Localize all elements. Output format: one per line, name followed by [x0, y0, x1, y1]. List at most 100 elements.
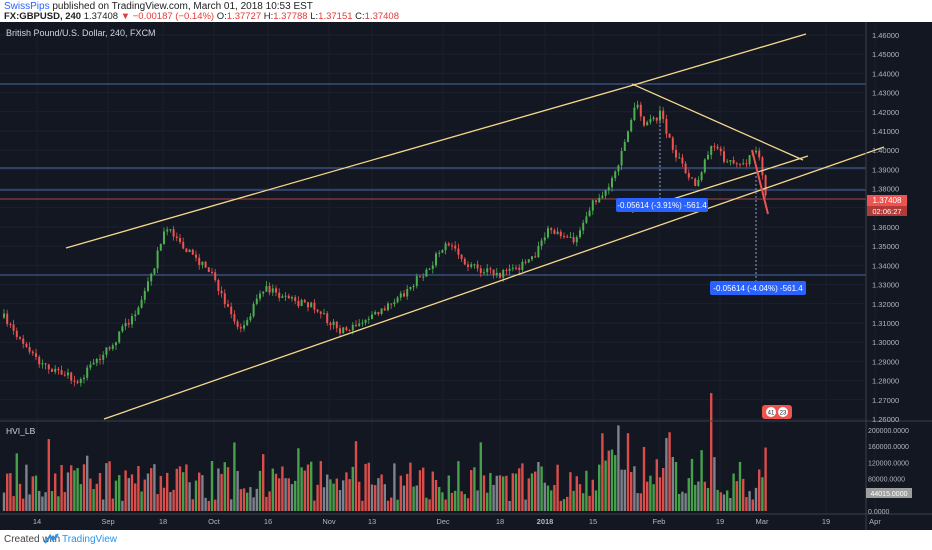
- volume-bar: [230, 499, 233, 511]
- volume-bar: [223, 462, 226, 511]
- volume-bar: [265, 496, 268, 511]
- candle-body: [390, 303, 393, 305]
- time-tick: 2018: [537, 517, 554, 526]
- candle-body: [313, 302, 316, 310]
- volume-bar: [530, 473, 534, 511]
- volume-bar: [466, 498, 470, 511]
- candle-body: [745, 163, 748, 165]
- candle-body: [403, 293, 405, 297]
- candle-body: [591, 200, 594, 211]
- candle-body: [307, 302, 309, 308]
- price-chart[interactable]: British Pound/U.S. Dollar, 240, FXCM HVI…: [0, 22, 932, 530]
- time-axis[interactable]: 14 Sep 18 Oct 16 Nov 13 Dec 18 2018 15 Feb 19 Mar 19 Ap…: [33, 517, 882, 526]
- grid: [0, 22, 876, 514]
- volume-bar: [246, 492, 249, 511]
- candle-body: [147, 281, 149, 291]
- candle-body: [684, 163, 687, 174]
- footer: Created with TradingView: [0, 530, 932, 550]
- volume-bar: [367, 462, 370, 511]
- candle-body: [83, 377, 85, 379]
- volume-bar: [182, 472, 185, 511]
- candle-body: [566, 236, 569, 238]
- symbol-label[interactable]: FX:GBPUSD, 240: [4, 11, 82, 22]
- time-tick: Dec: [436, 517, 450, 526]
- candle-body: [707, 154, 709, 160]
- events-icon[interactable]: 41 23: [762, 405, 792, 419]
- volume-bar: [502, 476, 505, 511]
- volume-bar: [479, 442, 482, 511]
- volume-bar: [377, 478, 380, 511]
- candle-body: [383, 308, 386, 311]
- volume-bar: [719, 492, 722, 511]
- candle-body: [729, 160, 732, 162]
- candle-body: [115, 342, 117, 346]
- candle-body: [175, 236, 178, 239]
- volume-bar: [178, 466, 182, 511]
- candle-body: [732, 160, 735, 164]
- candle-body: [489, 268, 492, 270]
- author-link[interactable]: SwissPips: [4, 1, 50, 12]
- volume-bar: [111, 498, 114, 511]
- candle-body: [54, 368, 57, 372]
- candle-body: [351, 324, 354, 331]
- volume-bar: [281, 466, 284, 511]
- candle-body: [361, 322, 364, 324]
- candle-body: [572, 236, 575, 243]
- volume-bar: [758, 469, 761, 511]
- candle-body: [588, 210, 591, 217]
- measure-box-2[interactable]: -0.05614 (-4.04%) -561.4: [710, 281, 806, 295]
- time-tick: Apr: [869, 517, 881, 526]
- time-tick: Feb: [653, 517, 666, 526]
- chart-header: SwissPips published on TradingView.com, …: [0, 0, 932, 22]
- volume-bar: [626, 433, 630, 511]
- volume-bar: [255, 488, 258, 511]
- candle-body: [297, 301, 300, 307]
- candle-body: [44, 363, 47, 365]
- candle-body: [140, 299, 143, 308]
- candle-body: [9, 324, 12, 326]
- volume-bar: [444, 499, 447, 511]
- created-with-text: Created with: [4, 534, 61, 545]
- volume-bar: [396, 499, 399, 511]
- price-tick: 1.41000: [872, 127, 899, 136]
- volume-bar: [214, 499, 217, 511]
- candle-body: [425, 269, 428, 277]
- candle-body: [614, 171, 617, 179]
- candle-body: [303, 300, 306, 303]
- candle-body: [697, 179, 700, 186]
- volume-bar: [274, 473, 278, 511]
- volume-bar: [194, 480, 198, 511]
- measure-text-1: -0.05614 (-3.91%) -561.4: [617, 201, 707, 210]
- volume-bar: [489, 472, 492, 511]
- volume-bars: [2, 393, 767, 511]
- measure-box-1[interactable]: -0.05614 (-3.91%) -561.4: [616, 198, 708, 212]
- candle-body: [601, 195, 604, 198]
- volume-bar: [342, 480, 345, 511]
- volume-bar: [383, 484, 386, 511]
- candle-body: [281, 296, 284, 298]
- volume-axis[interactable]: 200000.0000 160000.0000 120000.0000 80000.0…: [868, 428, 909, 516]
- time-tick: Sep: [101, 517, 114, 526]
- price-tick: 1.45000: [872, 50, 899, 59]
- volume-bar: [470, 470, 473, 511]
- volume-bar: [70, 465, 73, 511]
- volume-bar: [623, 469, 626, 511]
- volume-bar: [41, 496, 44, 511]
- candle-body: [502, 269, 505, 278]
- candle-body: [393, 302, 396, 305]
- volume-bar: [108, 461, 111, 511]
- volume-bar: [271, 468, 274, 511]
- candle-body: [323, 313, 325, 315]
- volume-bar: [278, 478, 281, 511]
- volume-bar: [60, 464, 63, 511]
- candle-body: [451, 245, 453, 247]
- tradingview-link[interactable]: TradingView: [62, 534, 118, 545]
- volume-bar: [402, 485, 406, 511]
- candle-body: [95, 358, 98, 363]
- price-axis[interactable]: 1.46000 1.45000 1.44000 1.43000 1.42000 1.410…: [872, 31, 899, 424]
- volume-bar: [610, 449, 614, 511]
- candle-body: [470, 264, 473, 267]
- volume-bar: [297, 448, 300, 511]
- volume-bar: [191, 499, 194, 511]
- volume-bar: [732, 473, 735, 511]
